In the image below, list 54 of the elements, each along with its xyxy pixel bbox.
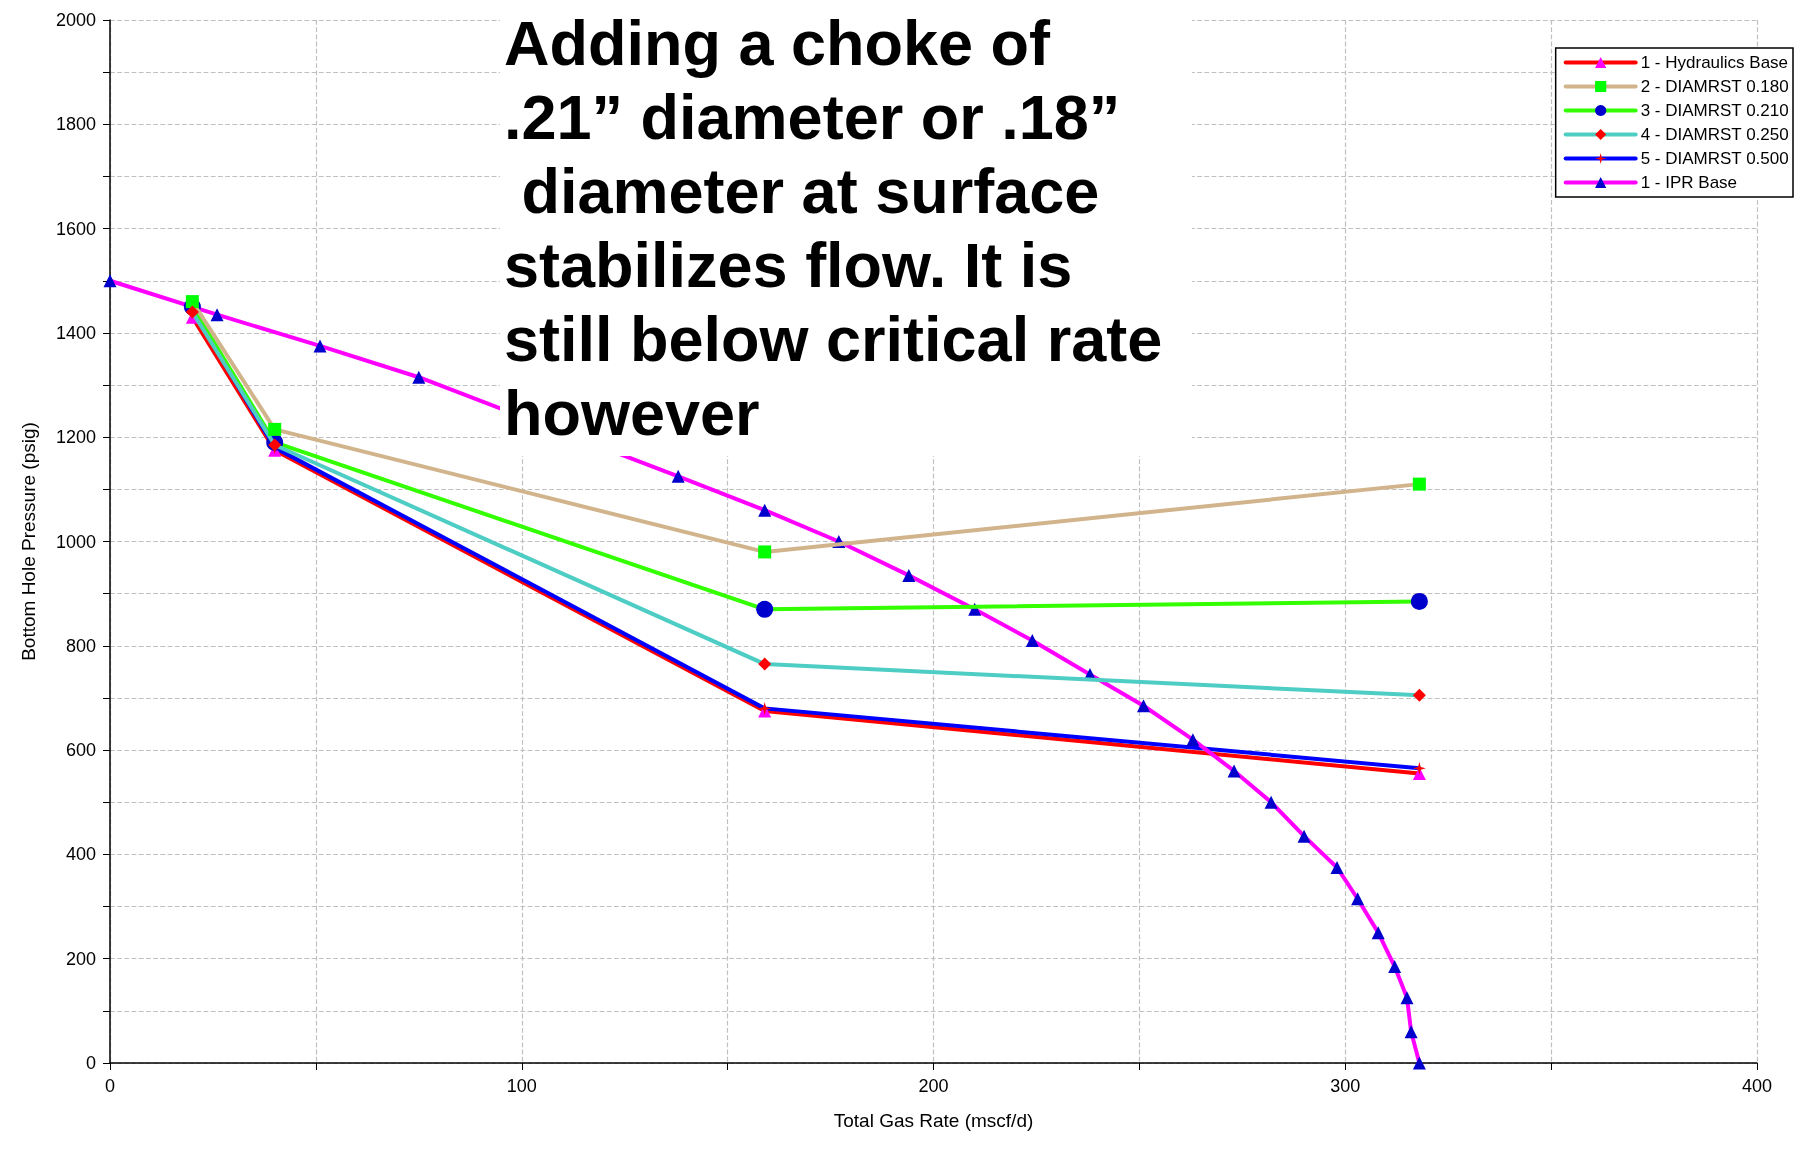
x-tick-label: 400: [1741, 1076, 1773, 1096]
point: [1412, 761, 1426, 775]
y-tick-label: 1200: [55, 427, 96, 448]
point: [758, 503, 772, 517]
point: [1186, 733, 1200, 747]
point: [1136, 699, 1150, 713]
point: [1400, 991, 1414, 1005]
point: [268, 422, 282, 436]
x-tick-label: 300: [1330, 1076, 1361, 1096]
point: [412, 370, 426, 384]
point: [1227, 764, 1241, 778]
point: [103, 274, 117, 288]
point: [210, 308, 224, 322]
point: [1410, 592, 1428, 610]
x-tick-label: 0: [104, 1076, 116, 1096]
point: [671, 469, 685, 483]
point: [1264, 795, 1278, 809]
point: [1330, 860, 1344, 874]
y-tick-label: 400: [65, 844, 96, 865]
point: [1371, 926, 1385, 940]
point: [1297, 829, 1311, 843]
legend-label: 1 - Hydraulics Base: [1640, 53, 1789, 72]
y-axis-title: Bottom Hole Pressure (psig): [18, 422, 39, 661]
point: [1412, 688, 1426, 702]
y-tick-label: 800: [65, 635, 96, 656]
y-tick-label: 200: [65, 948, 96, 969]
point: [1351, 892, 1365, 906]
y-tick-label: 1000: [55, 531, 96, 552]
point: [758, 545, 772, 559]
point: [1388, 960, 1402, 974]
x-tick-label: 200: [918, 1076, 949, 1096]
point: [313, 339, 327, 353]
y-tick-label: 1600: [55, 218, 96, 239]
point: [1412, 1056, 1426, 1070]
legend-label: 4 - DIAMRST 0.250: [1640, 125, 1789, 144]
point: [185, 295, 199, 309]
point: [1025, 634, 1039, 648]
y-tick-label: 2000: [55, 10, 96, 30]
annotation: Adding a choke of .21” diameter or .18” diameter at surface stabilizes flow. It is still below critical rate however: [504, 8, 1180, 448]
legend-label: 1 - IPR Base: [1640, 173, 1738, 192]
point: [1412, 477, 1426, 491]
point: [758, 657, 772, 671]
legend-label: 5 - DIAMRST 0.500: [1640, 149, 1789, 168]
y-tick-label: 1400: [55, 322, 96, 343]
y-tick-label: 600: [65, 740, 96, 761]
legend-label: 3 - DIAMRST 0.210: [1640, 101, 1789, 120]
point: [756, 600, 774, 618]
y-tick-label: 0: [85, 1053, 96, 1073]
y-tick-label: 1800: [55, 114, 96, 135]
legend-label: 2 - DIAMRST 0.180: [1640, 77, 1789, 96]
point: [1404, 1025, 1418, 1039]
point: [902, 568, 916, 582]
x-tick-label: 100: [506, 1076, 537, 1096]
x-axis-title: Total Gas Rate (mscf/d): [833, 1110, 1034, 1131]
